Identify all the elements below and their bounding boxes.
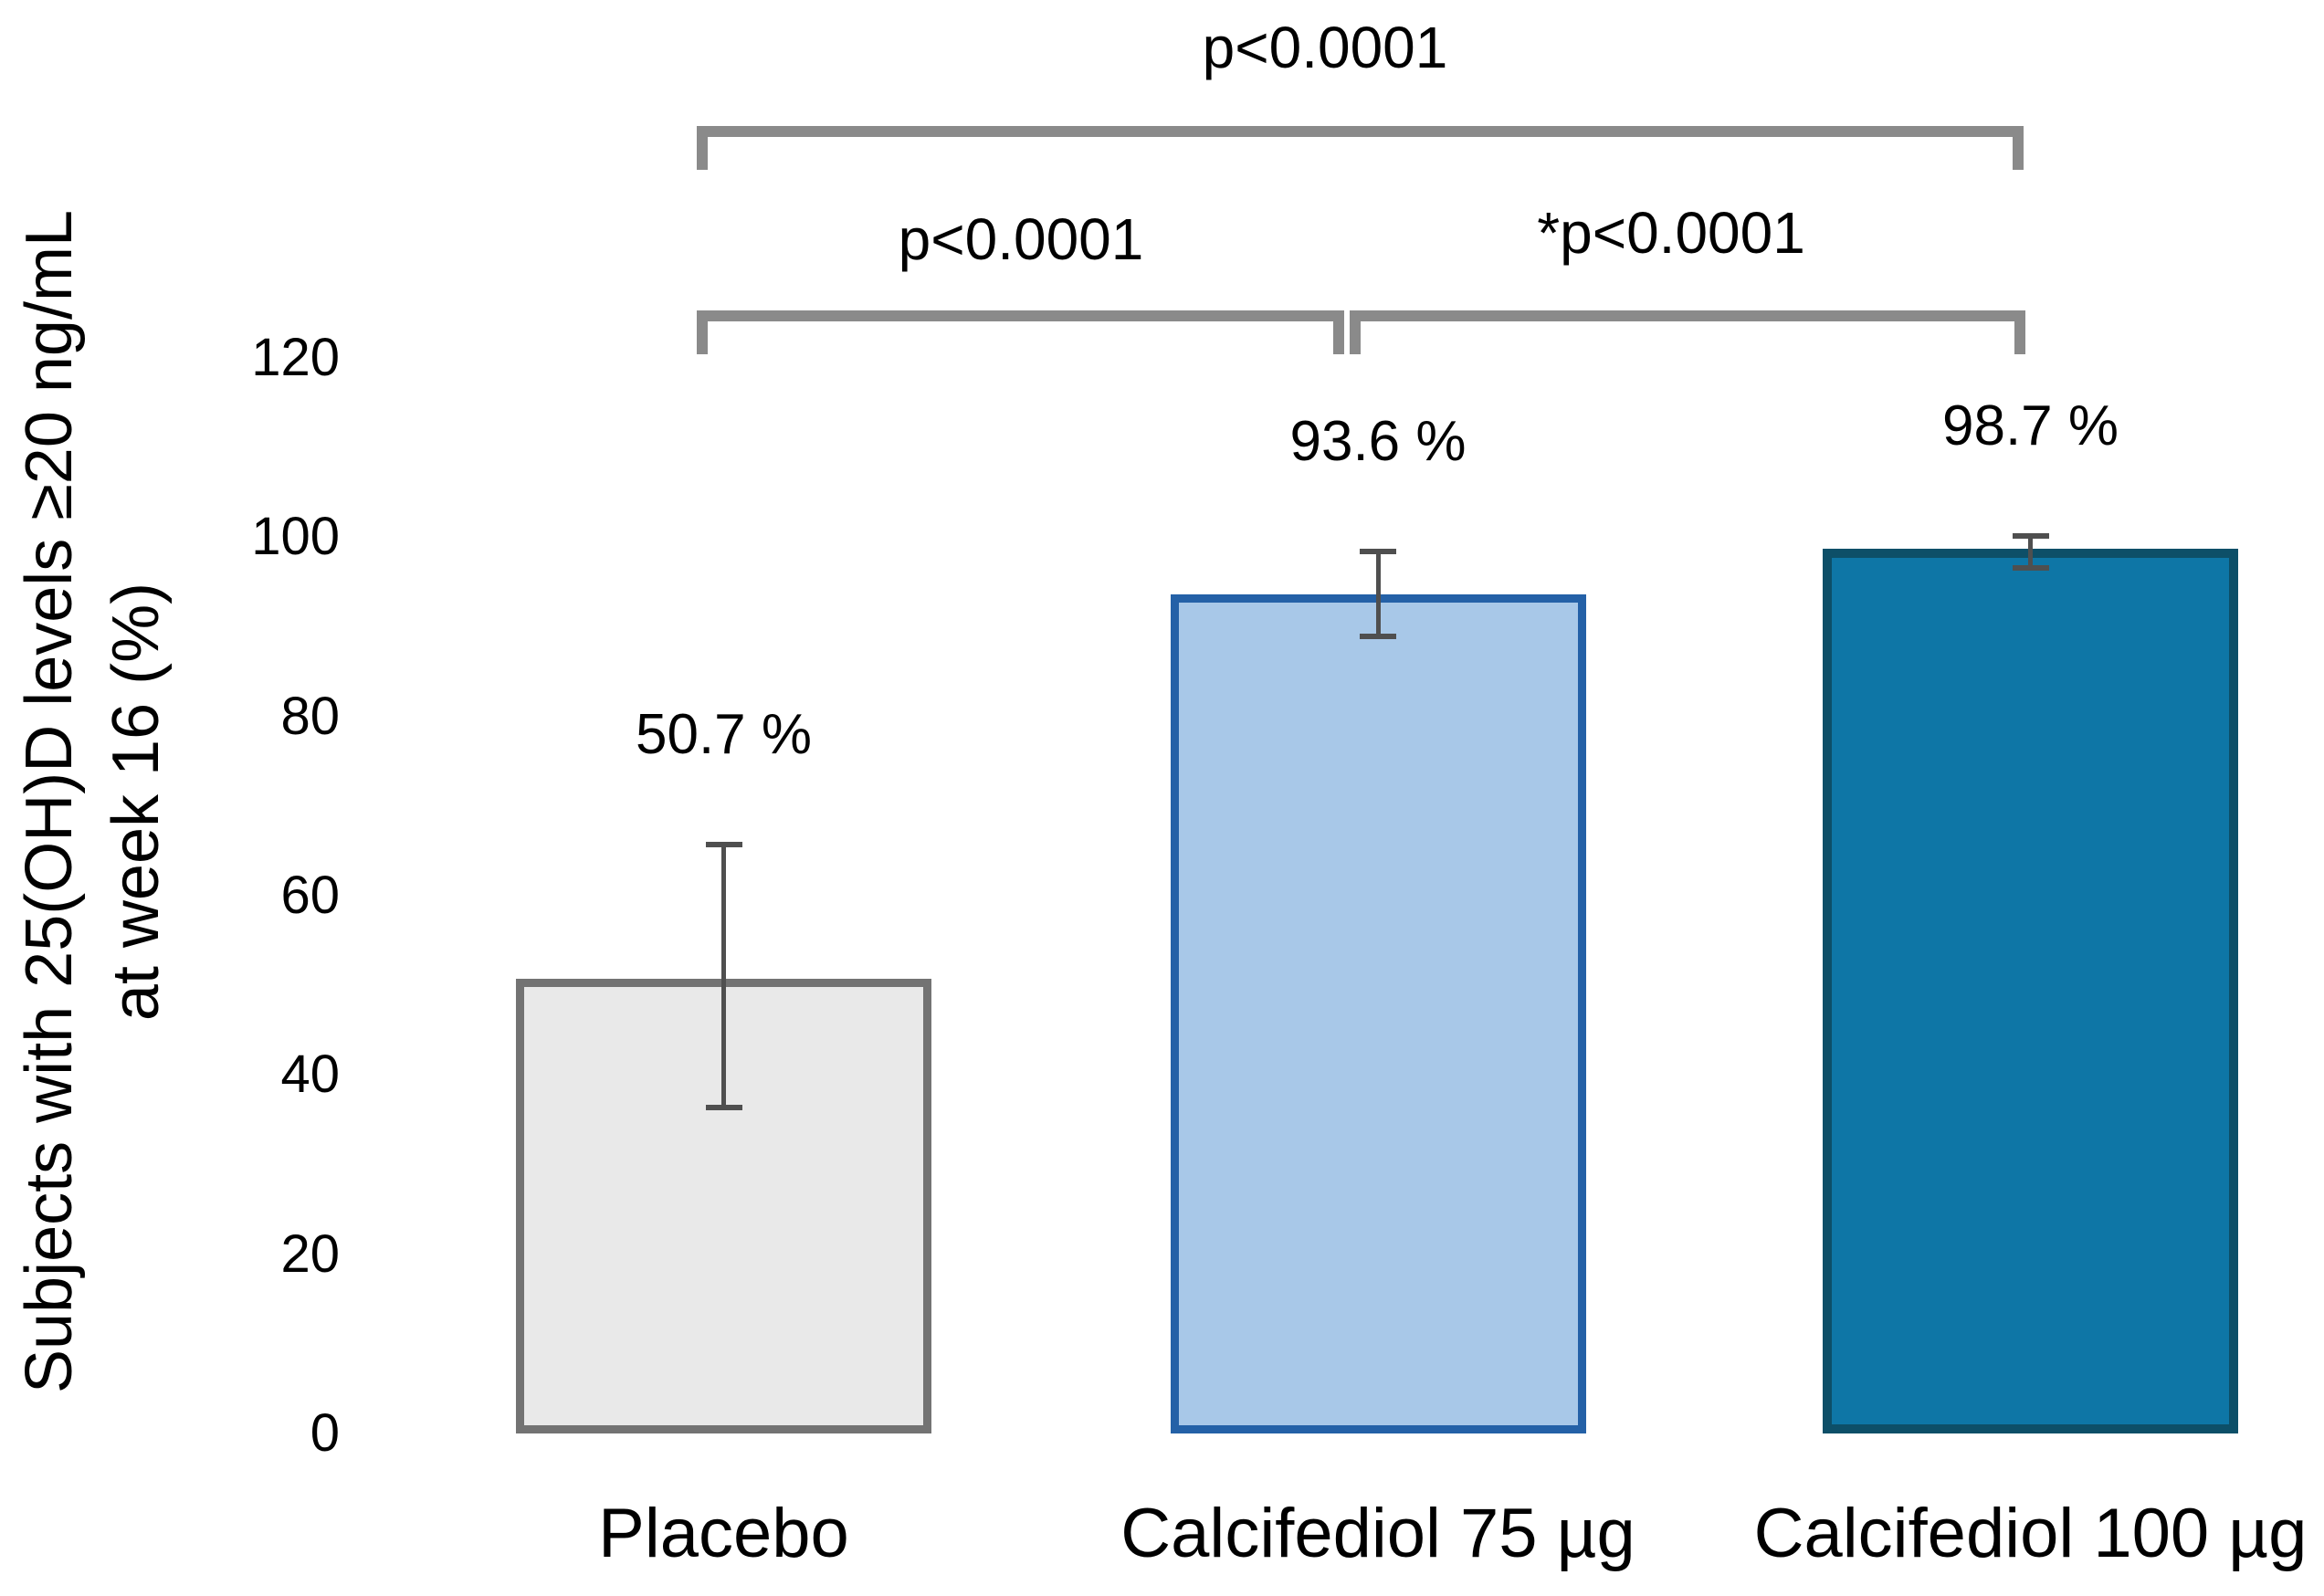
- error-bar-cap: [705, 1104, 742, 1110]
- y-axis-title-line2: at week 16 (%): [100, 582, 173, 1022]
- error-bar-line: [721, 845, 726, 1108]
- y-tick-label: 60: [280, 865, 340, 925]
- bracket-leg: [697, 310, 708, 354]
- bracket-leg: [697, 126, 708, 170]
- x-axis-label-2: Calcifediol 75 µg: [1120, 1495, 1635, 1572]
- error-bar-line: [2028, 536, 2033, 568]
- y-tick-label: 0: [310, 1403, 340, 1463]
- error-bar-cap: [2012, 533, 2049, 540]
- bar-1: [516, 979, 931, 1433]
- bar-value-label: 50.7 %: [635, 703, 813, 767]
- error-bar-cap: [705, 842, 742, 848]
- y-tick-label: 120: [251, 327, 340, 387]
- bar-3: [1823, 549, 2238, 1433]
- bracket-horizontal: [1350, 310, 2025, 321]
- bracket-leg: [1333, 310, 1344, 354]
- error-bar-cap: [1360, 549, 1396, 555]
- bar-value-label: 98.7 %: [1941, 394, 2119, 458]
- error-bar-cap: [1360, 634, 1396, 640]
- bracket-leg: [1350, 310, 1361, 354]
- y-tick-label: 100: [251, 507, 340, 567]
- error-bar-line: [1375, 551, 1381, 637]
- x-axis-label-3: Calcifediol 100 µg: [1753, 1495, 2308, 1572]
- bracket-horizontal: [697, 126, 2024, 137]
- bracket-leg: [2013, 126, 2024, 170]
- bracket-horizontal: [697, 310, 1344, 321]
- x-axis-label-1: Placebo: [598, 1495, 849, 1572]
- error-bar-cap: [2012, 564, 2049, 571]
- bracket-leg: [2014, 310, 2025, 354]
- y-tick-label: 20: [280, 1223, 340, 1284]
- y-axis-title-line1: Subjects with 25(OH)D levels ≥20 ng/mL: [13, 209, 86, 1394]
- y-tick-label: 80: [280, 686, 340, 746]
- p-value-label: p<0.0001: [898, 206, 1144, 272]
- p-value-label: *p<0.0001: [1537, 200, 1805, 266]
- p-value-label: p<0.0001: [1202, 15, 1448, 80]
- bar-2: [1170, 594, 1586, 1433]
- y-tick-label: 40: [280, 1045, 340, 1105]
- bar-value-label: 93.6 %: [1289, 410, 1467, 474]
- y-axis-title: Subjects with 25(OH)D levels ≥20 ng/mL a…: [6, 26, 180, 1578]
